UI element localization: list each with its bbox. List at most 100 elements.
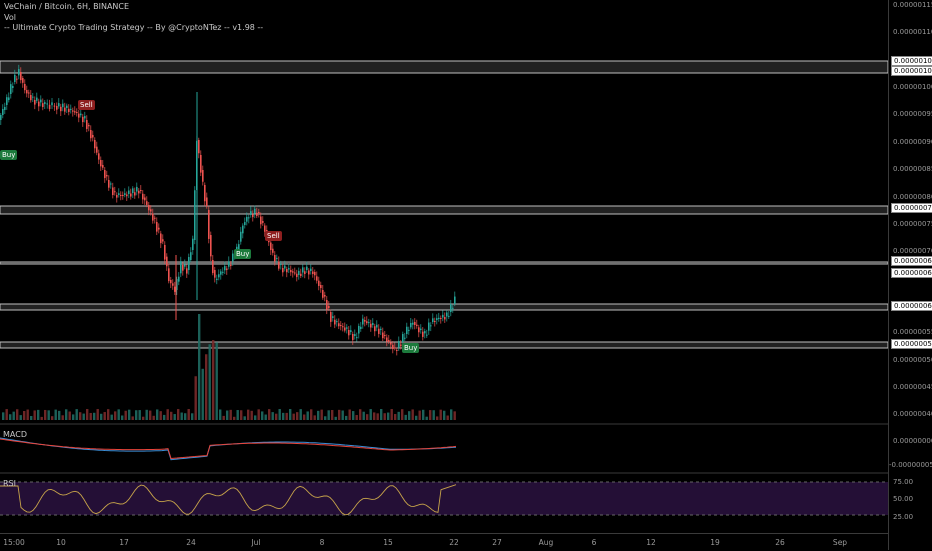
- macd-tick: 0.00000000: [893, 437, 932, 445]
- candle-body: [106, 175, 108, 177]
- candle-body: [174, 286, 176, 292]
- candle-body: [280, 264, 282, 266]
- candle-body: [360, 326, 362, 329]
- candle-body: [58, 103, 60, 107]
- volume-bar: [236, 410, 239, 420]
- strategy-legend[interactable]: -- Ultimate Crypto Trading Strategy -- B…: [4, 23, 264, 32]
- volume-bar: [9, 414, 12, 420]
- time-tick: Jul: [251, 538, 261, 547]
- volume-bar: [243, 416, 246, 420]
- price-tick: 0.00000085: [893, 165, 932, 173]
- candle-body: [194, 190, 196, 240]
- time-tick: 17: [119, 538, 129, 547]
- candle-body: [304, 271, 306, 274]
- candle-body: [26, 90, 28, 94]
- symbol-title[interactable]: VeChain / Bitcoin, 6H, BINANCE: [4, 2, 130, 11]
- volume-bar: [411, 409, 414, 420]
- buy-signal: Buy: [402, 343, 420, 353]
- macd-label[interactable]: MACD: [3, 430, 27, 439]
- candle-body: [206, 197, 208, 207]
- candle-body: [272, 248, 274, 253]
- volume-bar: [2, 412, 5, 420]
- candle-body: [248, 217, 250, 219]
- candle-body: [278, 261, 280, 269]
- volume-bar: [30, 416, 33, 420]
- volume-bar: [408, 411, 411, 420]
- candle-body: [84, 116, 86, 119]
- volume-bar: [233, 416, 236, 420]
- candle-body: [112, 187, 114, 196]
- volume-bar: [44, 409, 47, 420]
- volume-bar: [110, 414, 113, 420]
- candle-body: [242, 225, 244, 234]
- candle-body: [120, 195, 122, 196]
- volume-bar: [40, 416, 43, 420]
- candle-body: [284, 265, 286, 269]
- volume-bar: [226, 410, 229, 420]
- candle-body: [204, 185, 206, 202]
- volume-bar: [117, 409, 120, 420]
- price-tick: 0.00000090: [893, 138, 932, 146]
- volume-bar: [432, 410, 435, 420]
- candle-body: [264, 225, 266, 232]
- rsi-tick: 75.00: [893, 478, 914, 486]
- volume-bar: [247, 409, 250, 420]
- candle-body: [244, 222, 246, 225]
- volume-bar: [376, 413, 379, 420]
- volume-bar: [334, 416, 337, 420]
- candle-body: [312, 271, 314, 275]
- volume-bar: [163, 414, 166, 420]
- volume-bar: [264, 414, 267, 420]
- candle-body: [254, 208, 256, 214]
- time-axis[interactable]: [0, 533, 888, 551]
- candle-body: [74, 111, 76, 113]
- candle-body: [62, 103, 64, 108]
- candle-body: [130, 193, 132, 197]
- candle-body: [276, 257, 278, 259]
- candle-body: [86, 120, 88, 129]
- candle-body: [378, 328, 380, 334]
- volume-bar: [450, 409, 453, 420]
- volume-bar: [348, 409, 351, 420]
- price-axis[interactable]: [888, 0, 932, 550]
- volume-bar: [327, 410, 330, 420]
- time-tick: 10: [56, 538, 66, 547]
- volume-legend[interactable]: Vol: [4, 12, 16, 22]
- candle-body: [102, 165, 104, 168]
- candle-body: [44, 102, 46, 104]
- candle-body: [226, 268, 228, 270]
- volume-bar: [310, 409, 313, 420]
- volume-bar: [212, 340, 215, 420]
- rsi-label[interactable]: RSI: [3, 479, 16, 488]
- candle-body: [258, 212, 260, 213]
- candle-body: [342, 326, 344, 328]
- time-tick: 12: [646, 538, 656, 547]
- candle-body: [446, 312, 448, 317]
- volume-bar: [439, 409, 442, 420]
- price-tick: 0.00000080: [893, 193, 932, 201]
- volume-bar: [68, 411, 71, 420]
- buy-signal: Buy: [0, 150, 18, 160]
- volume-bar: [394, 414, 397, 420]
- volume-bar: [268, 409, 271, 420]
- volume-bar: [142, 416, 145, 420]
- volume-bar: [229, 409, 232, 420]
- candle-body: [220, 271, 222, 275]
- candle-body: [122, 195, 124, 196]
- volume-bar: [443, 410, 446, 420]
- candle-body: [100, 160, 102, 167]
- volume-bar: [425, 416, 428, 420]
- candle-body: [256, 212, 258, 216]
- volume-bar: [341, 410, 344, 420]
- candle-body: [184, 264, 186, 267]
- candle-body: [390, 342, 392, 345]
- candle-body: [30, 95, 32, 101]
- candle-body: [300, 273, 302, 276]
- volume-bar: [446, 415, 449, 420]
- candle-body: [98, 153, 100, 160]
- volume-bar: [124, 410, 127, 420]
- candle-body: [240, 231, 242, 242]
- candle-body: [42, 103, 44, 108]
- volume-bar: [23, 411, 26, 420]
